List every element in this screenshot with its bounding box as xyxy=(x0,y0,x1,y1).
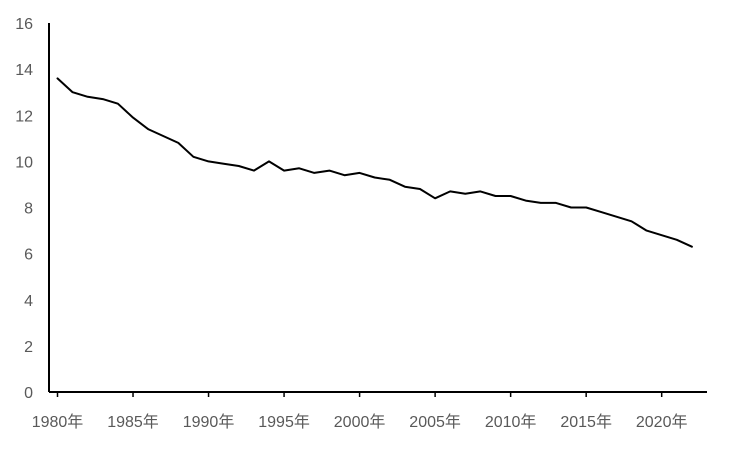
x-tick-label: 2015年 xyxy=(560,413,612,431)
x-tick-label: 1995年 xyxy=(258,413,310,431)
data-point xyxy=(313,172,315,174)
y-tick-label: 8 xyxy=(24,201,33,218)
data-point xyxy=(434,197,436,199)
x-tick-label: 1990年 xyxy=(183,413,235,431)
data-point xyxy=(117,103,119,105)
y-tick-label: 2 xyxy=(24,339,33,356)
y-tick-label: 16 xyxy=(15,16,33,33)
data-point xyxy=(328,170,330,172)
y-axis-tick-labels: 0 2 4 6 8 10 12 14 16 xyxy=(15,16,33,402)
data-point xyxy=(359,172,361,174)
data-point xyxy=(661,234,663,236)
data-point xyxy=(691,246,693,248)
x-tick-label: 2010年 xyxy=(485,413,537,431)
data-point xyxy=(525,200,527,202)
data-point xyxy=(510,195,512,197)
x-tick-label: 2000年 xyxy=(334,413,386,431)
x-axis-tick-labels: 1980年 1985年 1990年 1995年 2000年 2005年 2010年 2015年… xyxy=(32,413,688,431)
data-point xyxy=(464,193,466,195)
data-point xyxy=(72,91,74,93)
data-point xyxy=(419,188,421,190)
data-point xyxy=(570,207,572,209)
data-point xyxy=(389,179,391,181)
x-tick-label: 2020年 xyxy=(636,413,688,431)
data-point xyxy=(449,190,451,192)
data-point xyxy=(630,220,632,222)
x-tick-label: 1980年 xyxy=(32,413,84,431)
x-tick-label: 1985年 xyxy=(107,413,159,431)
series-line xyxy=(56,77,693,248)
data-point xyxy=(600,211,602,213)
data-point xyxy=(238,165,240,167)
data-point xyxy=(223,163,225,165)
data-point xyxy=(676,239,678,241)
data-point xyxy=(298,167,300,169)
data-point xyxy=(132,117,134,119)
y-tick-label: 10 xyxy=(15,154,33,171)
y-tick-label: 14 xyxy=(15,62,33,79)
data-point xyxy=(177,142,179,144)
data-point xyxy=(253,170,255,172)
data-point xyxy=(162,135,164,137)
data-point xyxy=(615,216,617,218)
y-tick-label: 6 xyxy=(24,247,33,264)
data-point xyxy=(585,207,587,209)
series-group xyxy=(56,77,693,248)
y-tick-label: 12 xyxy=(15,108,33,125)
data-point xyxy=(268,160,270,162)
data-point xyxy=(343,174,345,176)
data-point xyxy=(374,177,376,179)
y-tick-label: 4 xyxy=(24,293,33,310)
data-point xyxy=(87,96,89,98)
data-point xyxy=(102,98,104,100)
data-point xyxy=(283,170,285,172)
data-point xyxy=(57,77,59,79)
data-point xyxy=(646,230,648,232)
x-tick-label: 2005年 xyxy=(409,413,461,431)
data-point xyxy=(147,128,149,130)
data-point xyxy=(555,202,557,204)
data-point xyxy=(540,202,542,204)
data-point xyxy=(208,160,210,162)
data-point xyxy=(479,190,481,192)
data-point xyxy=(495,195,497,197)
y-tick-label: 0 xyxy=(24,385,33,402)
data-point xyxy=(192,156,194,158)
data-point xyxy=(404,186,406,188)
